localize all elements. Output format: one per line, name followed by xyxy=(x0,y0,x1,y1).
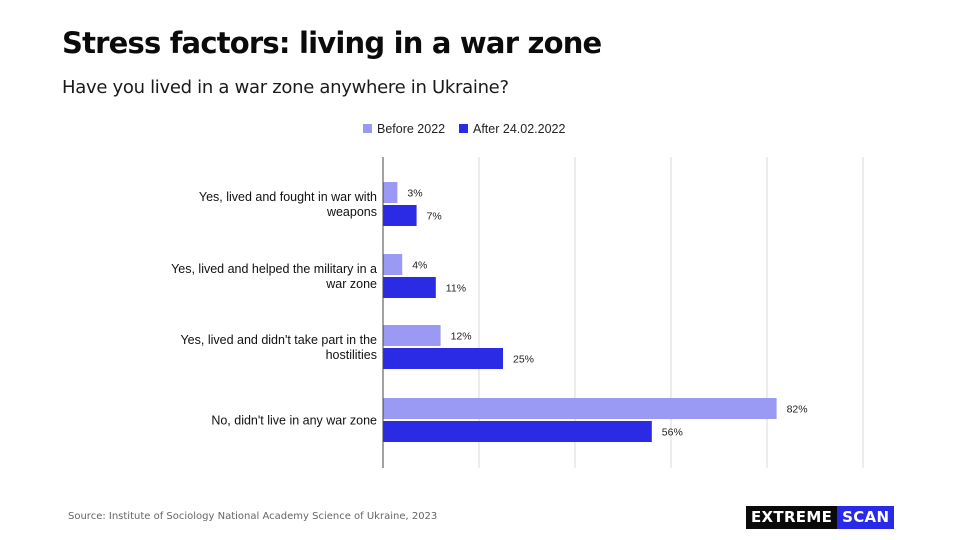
bar-before-2022 xyxy=(383,254,403,275)
category-label: Yes, lived and fought in war with xyxy=(199,190,377,204)
page-subtitle: Have you lived in a war zone anywhere in… xyxy=(62,77,509,98)
logo-part-extreme: EXTREME xyxy=(746,506,838,529)
category-label: No, didn't live in any war zone xyxy=(211,414,377,428)
legend-label-1: Before 2022 xyxy=(377,122,445,136)
category-label: war zone xyxy=(325,277,377,291)
data-label: 4% xyxy=(412,260,427,272)
legend-swatch-1 xyxy=(363,124,372,133)
category-label: Yes, lived and didn't take part in the xyxy=(180,333,377,347)
bar-after-24-02-2022 xyxy=(383,205,417,226)
data-label: 82% xyxy=(787,404,808,416)
data-label: 11% xyxy=(446,283,466,295)
data-label: 56% xyxy=(662,427,683,439)
logo-part-scan: SCAN xyxy=(837,506,895,529)
bar-after-24-02-2022 xyxy=(383,277,436,298)
category-label: Yes, lived and helped the military in a xyxy=(171,262,377,276)
bar-after-24-02-2022 xyxy=(383,348,503,369)
category-label: hostilities xyxy=(326,348,377,362)
legend-label-2: After 24.02.2022 xyxy=(473,122,565,136)
data-label: 12% xyxy=(451,331,472,343)
legend-swatch-2 xyxy=(459,124,468,133)
brand-logo: EXTREME SCAN xyxy=(746,506,895,529)
category-label: weapons xyxy=(326,205,377,219)
page-title: Stress factors: living in a war zone xyxy=(62,26,602,60)
bar-before-2022 xyxy=(383,182,398,203)
bar-before-2022 xyxy=(383,325,441,346)
data-label: 3% xyxy=(407,188,422,200)
source-note: Source: Institute of Sociology National … xyxy=(68,511,438,522)
data-label: 25% xyxy=(513,354,534,366)
bar-after-24-02-2022 xyxy=(383,421,652,442)
bar-before-2022 xyxy=(383,398,777,419)
data-label: 7% xyxy=(427,211,442,223)
